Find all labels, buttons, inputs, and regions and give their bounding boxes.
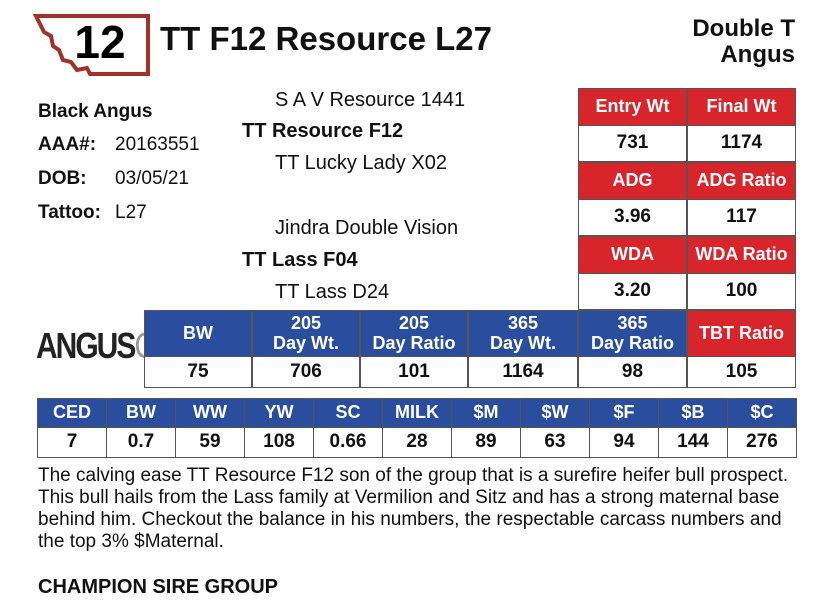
pedigree-name: Jindra Double Vision: [275, 217, 459, 239]
epd-header: BW: [106, 398, 176, 428]
pedigree-name: TT Lucky Lady X02: [275, 152, 447, 174]
info-value: L27: [115, 202, 147, 223]
epd-value: 108: [244, 427, 314, 458]
weight-header: 365 Day Ratio: [578, 310, 687, 357]
info-label: AAA#:: [38, 134, 97, 155]
epd-header: $C: [727, 398, 797, 428]
perf-header: ADG Ratio: [687, 162, 796, 200]
weight-value: 101: [360, 356, 468, 388]
epd-header: YW: [244, 398, 314, 428]
breed: Black Angus: [38, 101, 153, 122]
weight-header: 205 Day Wt.: [252, 310, 360, 357]
weight-value: 706: [252, 356, 360, 388]
consignor: Double T Angus: [692, 16, 795, 68]
weight-header-line: 205: [290, 312, 322, 333]
epd-header: CED: [37, 398, 107, 428]
perf-header: Entry Wt: [578, 88, 687, 126]
epd-header: WW: [175, 398, 245, 428]
consignor-line: Angus: [720, 41, 795, 68]
perf-value: 3.20: [578, 273, 687, 310]
perf-value: 1174: [687, 125, 796, 162]
info-label: DOB:: [38, 168, 87, 189]
weight-header-line: 365: [617, 312, 648, 333]
perf-value: 117: [687, 199, 796, 236]
weight-header-line: BW: [183, 322, 213, 343]
weight-header-line: Day Wt.: [272, 332, 339, 353]
logo-name: ANGUS: [36, 326, 136, 367]
info-value: 03/05/21: [115, 168, 189, 189]
description: The calving ease TT Resource F12 son of …: [38, 465, 789, 552]
weight-header: 205 Day Ratio: [360, 310, 468, 357]
epd-value: 0.66: [313, 427, 383, 458]
perf-value: 100: [687, 273, 796, 310]
epd-value: 94: [589, 427, 659, 458]
epd-value: 276: [727, 427, 797, 458]
perf-value: 731: [578, 125, 687, 162]
lot-badge: 12: [32, 14, 150, 76]
weight-header-line: Day Ratio: [590, 332, 675, 353]
weight-header-line: Day Ratio: [372, 332, 456, 353]
state-outline: [32, 14, 150, 76]
epd-header: $F: [589, 398, 659, 428]
epd-header: SC: [313, 398, 383, 428]
pedigree-dam: TT Lass F04: [242, 249, 358, 271]
perf-header: WDA Ratio: [687, 236, 796, 274]
weight-value: 98: [578, 356, 687, 388]
weight-value: 105: [687, 356, 796, 388]
epd-value: 144: [658, 427, 728, 458]
pedigree-name: TT Lass D24: [275, 281, 390, 303]
weight-value: 75: [144, 356, 252, 388]
pedigree-name: S A V Resource 1441: [275, 89, 466, 111]
epd-value: 7: [37, 427, 107, 458]
epd-value: 0.7: [106, 427, 176, 458]
perf-header: ADG: [578, 162, 687, 200]
epd-value: 59: [175, 427, 245, 458]
epd-value: 63: [520, 427, 590, 458]
info-value: 20163551: [115, 134, 200, 155]
weight-header-line: TBT Ratio: [699, 322, 784, 343]
epd-value: 28: [382, 427, 452, 458]
perf-header: Final Wt: [687, 88, 796, 126]
weight-header: TBT Ratio: [687, 310, 796, 357]
epd-header: $B: [658, 398, 728, 428]
perf-value: 3.96: [578, 199, 687, 236]
epd-header: $M: [451, 398, 521, 428]
weight-header-line: Day Wt.: [489, 332, 556, 353]
pedigree-sire: TT Resource F12: [242, 120, 404, 142]
weight-header: BW: [144, 310, 252, 357]
epd-header: MILK: [382, 398, 452, 428]
title: TT F12 Resource L27: [160, 20, 492, 57]
consignor-line: Double T: [692, 15, 795, 42]
epd-value: 89: [451, 427, 521, 458]
weight-header-line: 205: [398, 312, 430, 333]
info-label: Tattoo:: [38, 202, 101, 223]
weight-header-line: 365: [507, 312, 539, 333]
footer: CHAMPION SIRE GROUP: [38, 576, 279, 598]
perf-header: WDA: [578, 236, 687, 274]
lot-number: 12: [74, 16, 125, 68]
weight-value: 1164: [468, 356, 578, 388]
epd-header: $W: [520, 398, 590, 428]
weight-header: 365 Day Wt.: [468, 310, 578, 357]
